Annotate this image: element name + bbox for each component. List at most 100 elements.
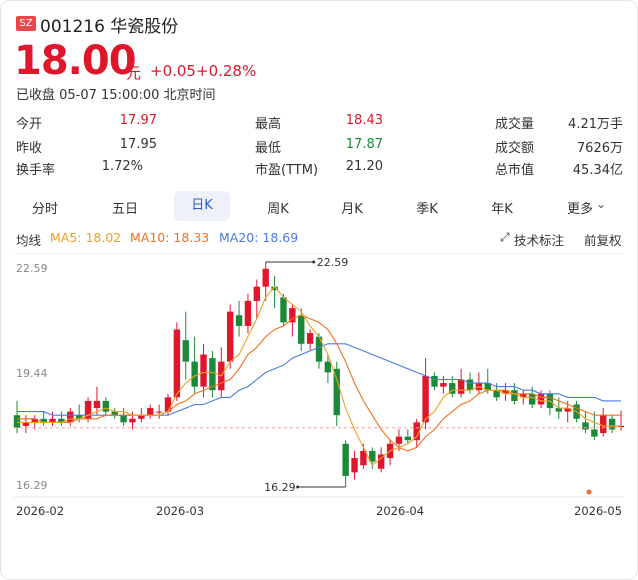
ma5-value: MA5: 18.02: [50, 230, 122, 245]
pe-value: 21.20: [345, 159, 383, 174]
candle: [404, 429, 412, 444]
candle: [422, 358, 429, 430]
ma-label: 均线: [16, 233, 42, 248]
candle-body: [333, 368, 340, 416]
candle-body: [440, 383, 447, 387]
candle-body: [235, 315, 243, 326]
candle-body: [209, 358, 216, 391]
candle: [226, 304, 234, 369]
ma5-line: [17, 285, 621, 467]
x-tick-feb: 2026-02: [16, 504, 65, 518]
candle: [342, 440, 349, 487]
tab-five-day[interactable]: 五日: [111, 202, 138, 217]
candle-body: [493, 390, 500, 398]
candle: [324, 354, 332, 384]
tab-weekly-k[interactable]: 周K: [267, 202, 289, 217]
high-value: 18.43: [345, 113, 383, 128]
stock-code-name: 001216 华瓷股份: [40, 17, 179, 37]
candle-body: [102, 400, 110, 412]
candle: [262, 262, 269, 301]
candle: [111, 408, 118, 419]
tab-yearly-k[interactable]: 年K: [491, 202, 513, 217]
candle: [608, 415, 616, 434]
candle-body: [253, 286, 261, 301]
candle-body: [22, 422, 30, 426]
candle-body: [147, 408, 154, 416]
candle: [22, 415, 30, 434]
candle-body: [31, 418, 38, 423]
candle-body: [298, 315, 305, 344]
turnover-rate-value: 1.72%: [101, 159, 143, 174]
tab-quarterly-k[interactable]: 季K: [416, 202, 438, 217]
candle-body: [129, 418, 136, 423]
candle-body: [67, 411, 74, 423]
ma10-line: [17, 314, 621, 452]
chevron-down-icon[interactable]: ⌄: [596, 197, 607, 211]
candle: [591, 411, 598, 441]
candle-body: [360, 450, 367, 466]
candle: [333, 361, 340, 426]
candle: [173, 322, 181, 401]
x-tick-mar: 2026-03: [156, 504, 205, 518]
candle: [271, 275, 278, 309]
candle-body: [120, 415, 127, 423]
candle-body: [93, 400, 101, 409]
tech-tag-icon[interactable]: ⤢: [500, 230, 510, 244]
candle-body: [315, 336, 323, 362]
candle-body: [280, 297, 287, 323]
candle-body: [555, 408, 563, 412]
turnover-label: 成交额: [495, 141, 535, 156]
open-value: 17.97: [119, 113, 157, 128]
price-change-pct: +0.28%: [196, 62, 257, 80]
candle: [84, 397, 92, 423]
candle-body: [84, 400, 92, 419]
min-price-label: 16.29: [264, 481, 296, 494]
candle-body: [608, 418, 616, 430]
candle: [582, 411, 589, 434]
y-tick-high: 22.59: [16, 262, 48, 275]
candle: [600, 408, 607, 437]
tab-monthly-k[interactable]: 月K: [341, 202, 363, 217]
candle: [502, 383, 509, 401]
tab-intraday[interactable]: 分时: [31, 202, 58, 217]
turnover-value: 7626万: [576, 141, 623, 156]
price-unit: 元: [126, 64, 142, 82]
candle-body: [40, 418, 47, 423]
candle-body: [75, 415, 83, 419]
tab-more[interactable]: 更多: [566, 202, 593, 217]
candle-body: [111, 411, 118, 416]
candle: [244, 293, 252, 334]
candle: [440, 375, 447, 394]
candle-body: [617, 425, 625, 427]
high-label: 最高: [255, 117, 282, 132]
candle-body: [431, 375, 438, 387]
candle: [253, 279, 261, 319]
ma10-value: MA10: 18.33: [130, 230, 210, 245]
candle: [457, 368, 465, 398]
candle-body: [582, 422, 589, 430]
candle-body: [244, 300, 252, 326]
tech-annotation-toggle[interactable]: 技术标注: [514, 233, 565, 248]
adjust-mode-button[interactable]: 前复权: [584, 233, 622, 248]
candle: [147, 404, 154, 419]
candle: [67, 408, 74, 426]
turnover-rate-label: 换手率: [16, 163, 56, 178]
volume-label: 成交量: [495, 117, 535, 132]
candle-body: [191, 361, 198, 387]
candle-body: [449, 383, 456, 394]
candle: [280, 293, 287, 326]
candle-body: [404, 436, 412, 441]
candle-body: [564, 408, 571, 412]
candle: [13, 400, 21, 434]
tab-daily-k[interactable]: 日K: [174, 191, 230, 221]
candle: [120, 408, 127, 426]
candle: [377, 447, 385, 473]
candle-body: [466, 379, 474, 391]
max-price-label: 22.59: [317, 256, 349, 269]
candle-body: [182, 340, 189, 362]
candle-body: [600, 415, 607, 434]
pe-label: 市盈(TTM): [255, 163, 319, 178]
candle-body: [58, 418, 65, 423]
candle: [306, 329, 314, 351]
